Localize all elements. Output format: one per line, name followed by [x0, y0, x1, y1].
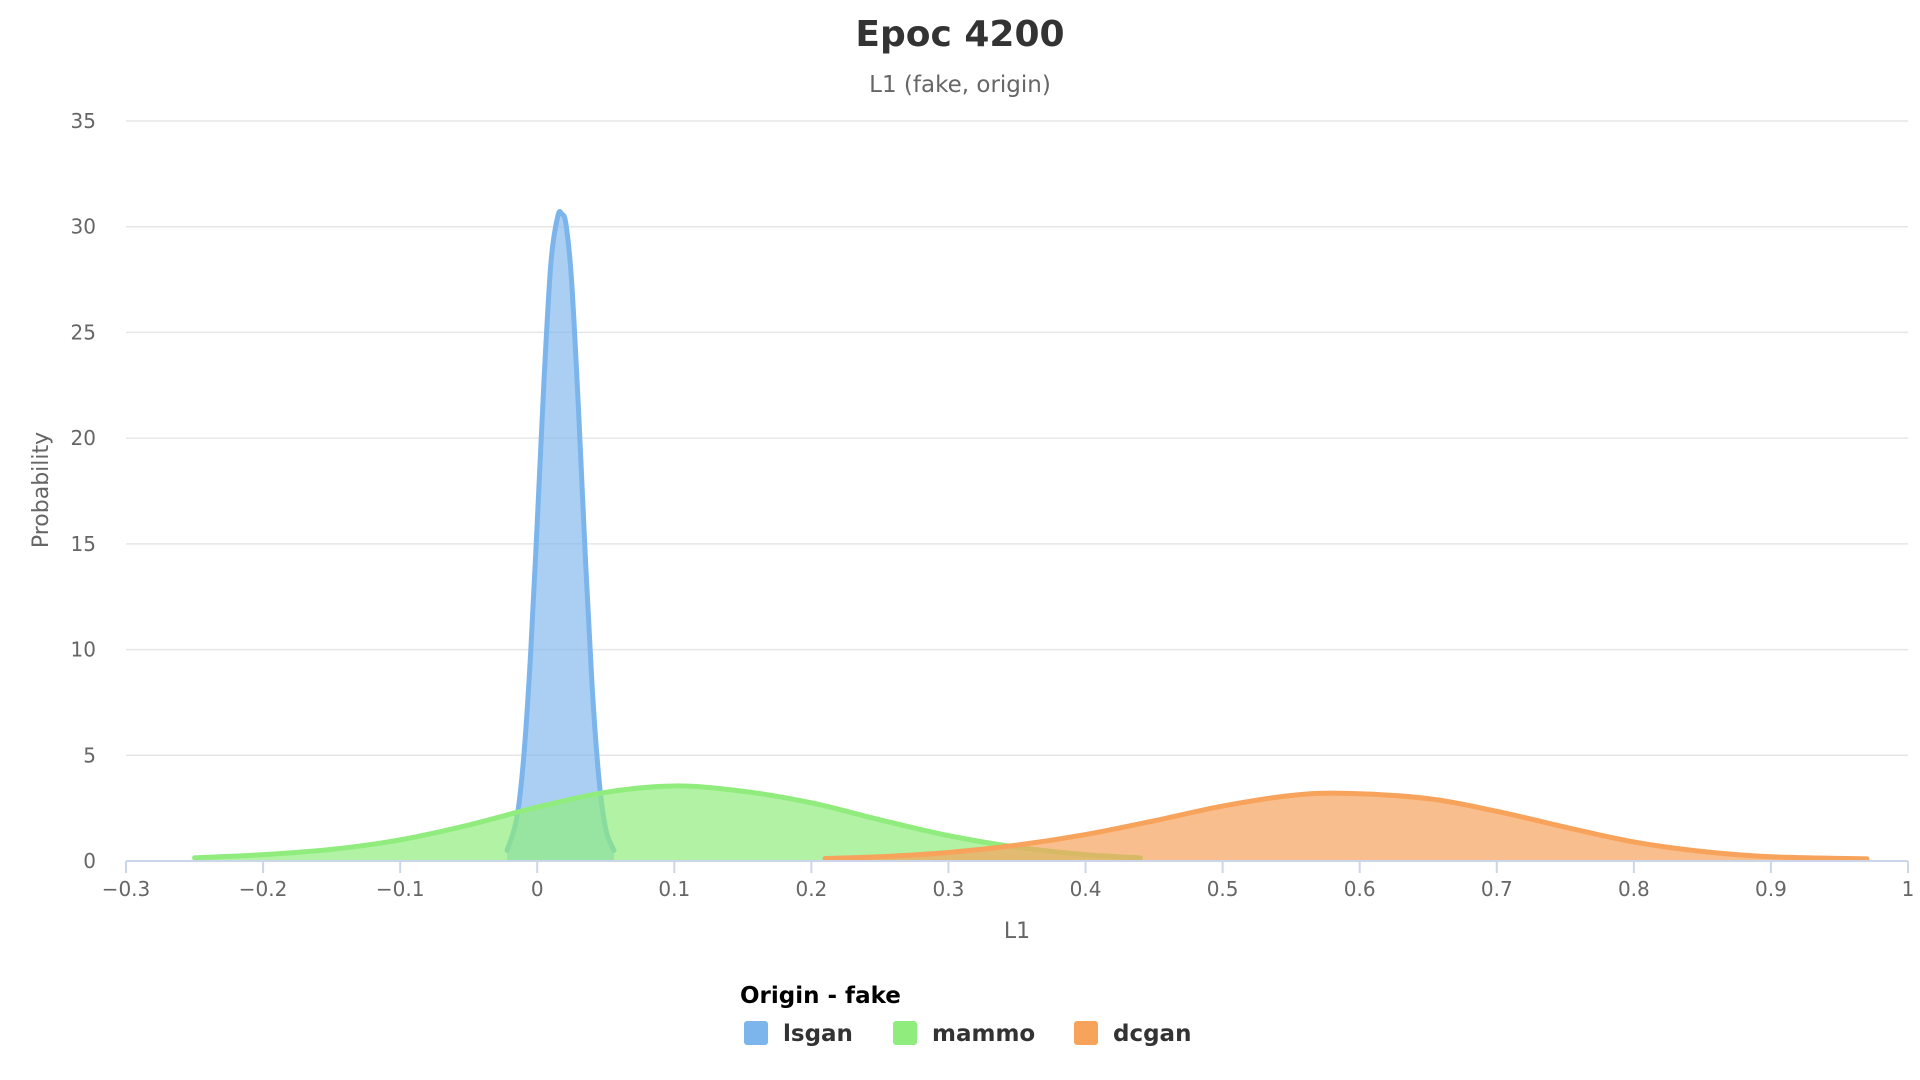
legend-item-mammo[interactable]: mammo	[893, 1021, 1035, 1047]
series-lsgan[interactable]	[504, 209, 617, 861]
y-tick-label: 0	[83, 849, 96, 873]
series-dcgan[interactable]	[822, 790, 1870, 862]
series-mammo[interactable]	[192, 783, 1143, 861]
legend-title: Origin - fake	[740, 983, 901, 1009]
x-tick-label: 1	[1902, 877, 1915, 901]
x-tick-label: 0.7	[1481, 877, 1513, 901]
y-tick-label: 25	[71, 320, 96, 344]
area-lsgan[interactable]	[507, 211, 614, 861]
line-dcgan[interactable]	[822, 790, 1870, 862]
x-tick-label: 0.5	[1207, 877, 1239, 901]
chart-title: Epoc 4200	[855, 14, 1064, 55]
x-tick-label: −0.1	[376, 877, 425, 901]
legend-swatch	[893, 1021, 917, 1045]
legend-swatch	[744, 1021, 768, 1045]
area-mammo[interactable]	[194, 785, 1141, 861]
legend: Origin - fake lsgan mammo dcgan	[740, 983, 1191, 1047]
x-tick-label: 0.6	[1344, 877, 1376, 901]
y-axis-ticks: 0 5 10 15 20 25 30 35	[71, 109, 96, 873]
grid-lines	[126, 120, 1908, 757]
x-tick-label: 0.4	[1070, 877, 1102, 901]
area-dcgan[interactable]	[825, 793, 1867, 861]
line-lsgan[interactable]	[504, 209, 617, 853]
x-tick-label: 0.9	[1755, 877, 1787, 901]
y-tick-label: 10	[71, 638, 96, 662]
y-tick-label: 5	[83, 743, 96, 767]
x-tick-label: 0.1	[658, 877, 690, 901]
line-mammo[interactable]	[192, 783, 1143, 861]
legend-items: lsgan mammo dcgan	[744, 1021, 1191, 1047]
x-tick-label: 0.2	[795, 877, 827, 901]
x-tick-label: 0	[531, 877, 544, 901]
y-tick-label: 30	[71, 215, 96, 239]
x-tick-label: −0.3	[102, 877, 151, 901]
legend-item-dcgan[interactable]: dcgan	[1074, 1021, 1191, 1047]
x-axis-title: L1	[1004, 919, 1030, 944]
y-tick-label: 35	[71, 109, 96, 133]
legend-label: dcgan	[1113, 1021, 1191, 1047]
legend-item-lsgan[interactable]: lsgan	[744, 1021, 853, 1047]
x-tick-label: 0.3	[933, 877, 965, 901]
chart-subtitle: L1 (fake, origin)	[869, 72, 1051, 98]
x-axis: −0.3 −0.2 −0.1 0 0.1 0.2 0.3 0.4 0.5 0.6 0.7 0.8 0.9…	[102, 860, 1915, 901]
series-areas[interactable]	[192, 209, 1870, 862]
y-axis-title: Probability	[29, 432, 54, 548]
x-tick-label: 0.8	[1618, 877, 1650, 901]
x-tick-label: −0.2	[239, 877, 288, 901]
legend-label: lsgan	[783, 1021, 853, 1047]
y-tick-label: 20	[71, 426, 96, 450]
legend-label: mammo	[932, 1021, 1035, 1047]
legend-swatch	[1074, 1021, 1098, 1045]
y-tick-label: 15	[71, 532, 96, 556]
